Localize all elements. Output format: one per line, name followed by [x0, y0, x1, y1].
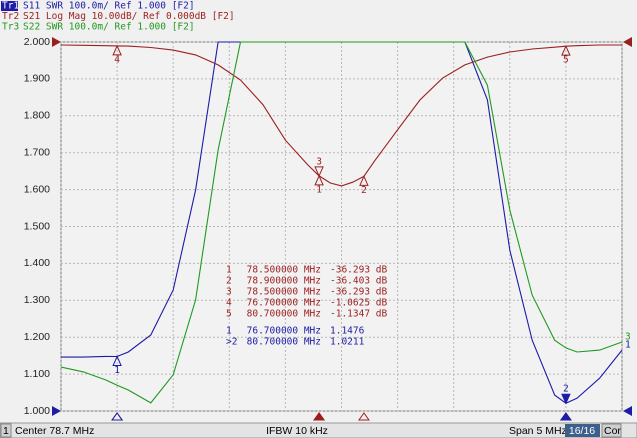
marker-label: 1 [316, 184, 322, 195]
trace-end-label: 1 [625, 340, 631, 351]
marker-id: 3 [226, 287, 232, 298]
marker-label: 2 [361, 185, 367, 196]
trace-end-label: 3 [625, 331, 631, 342]
marker-label: 1 [114, 365, 120, 376]
span: Span 5 MHz [509, 425, 567, 437]
marker-id: 2 [226, 276, 232, 287]
y-tick-label: 1.400 [24, 257, 50, 269]
ifbw: IFBW 10 kHz [266, 425, 328, 437]
y-tick-label: 1.100 [24, 368, 50, 380]
marker-position [559, 412, 572, 421]
marker-freq: 78.500000 MHz [247, 287, 321, 298]
marker-label: 2 [563, 384, 569, 395]
sweep-count: 16/16 [569, 425, 595, 437]
marker[interactable] [561, 393, 571, 405]
ref-arrow [52, 406, 61, 416]
marker-id: 4 [226, 298, 232, 309]
active-trace-badge[interactable] [1, 1, 18, 11]
y-tick-label: 1.000 [24, 405, 50, 417]
trace-id: Tr1 [2, 1, 19, 12]
trace-id: Tr2 [2, 11, 19, 22]
y-tick-label: 1.300 [24, 294, 50, 306]
marker-freq: 76.700000 MHz [247, 326, 321, 337]
trace-setting: S11 SWR 100.0m/ Ref 1.000 [F2] [23, 1, 195, 12]
ref-arrow [52, 37, 61, 47]
marker[interactable] [112, 44, 122, 56]
trace-id: Tr3 [2, 22, 19, 33]
marker[interactable] [359, 175, 369, 186]
cor: Cor [604, 425, 621, 437]
y-tick-label: 1.500 [24, 220, 50, 232]
marker[interactable] [561, 44, 571, 56]
y-tick-label: 1.900 [24, 73, 50, 85]
marker-value: -36.293 dB [330, 287, 387, 298]
y-tick-label: 1.700 [24, 146, 50, 158]
trace-line [61, 44, 622, 187]
channel: 1 [3, 425, 9, 437]
marker-id: 1 [226, 265, 232, 276]
marker[interactable] [314, 166, 324, 178]
marker-id: >2 [226, 337, 237, 348]
trace-setting: S22 SWR 100.0m/ Ref 1.000 [F2] [23, 22, 195, 33]
marker-value: -1.0625 dB [330, 298, 387, 309]
y-tick-label: 2.000 [24, 36, 50, 48]
marker-value: 1.0211 [330, 337, 365, 348]
marker-id: 1 [226, 326, 232, 337]
y-tick-label: 1.200 [24, 331, 50, 343]
marker-position [357, 412, 370, 421]
marker-freq: 78.500000 MHz [247, 265, 321, 276]
marker-freq: 76.700000 MHz [247, 298, 321, 309]
marker-label: 3 [316, 156, 322, 167]
marker-value: 1.1476 [330, 326, 365, 337]
trace-line [61, 41, 623, 404]
cor-box[interactable] [601, 423, 622, 438]
marker[interactable] [314, 174, 324, 186]
channel-box[interactable] [0, 423, 12, 438]
y-tick-label: 1.600 [24, 183, 50, 195]
marker-position [313, 412, 326, 421]
marker-id: 5 [226, 309, 232, 320]
center-freq: Center 78.7 MHz [15, 425, 94, 437]
ref-arrow [623, 406, 632, 416]
marker-label: 4 [114, 54, 120, 65]
marker-value: -1.1347 dB [330, 309, 387, 320]
marker-freq: 78.900000 MHz [247, 276, 321, 287]
status-bar [0, 422, 637, 438]
marker-value: -36.403 dB [330, 276, 387, 287]
y-tick-label: 1.800 [24, 110, 50, 122]
marker[interactable] [112, 355, 122, 367]
marker-freq: 80.700000 MHz [247, 309, 321, 320]
marker-label: 5 [563, 55, 569, 66]
marker-position [111, 412, 124, 421]
marker-freq: 80.700000 MHz [247, 337, 321, 348]
ref-arrow [623, 37, 632, 47]
marker-value: -36.293 dB [330, 265, 387, 276]
trace-setting: S21 Log Mag 10.00dB/ Ref 0.000dB [F2] [23, 11, 235, 22]
sweep-count-box[interactable] [565, 424, 600, 437]
